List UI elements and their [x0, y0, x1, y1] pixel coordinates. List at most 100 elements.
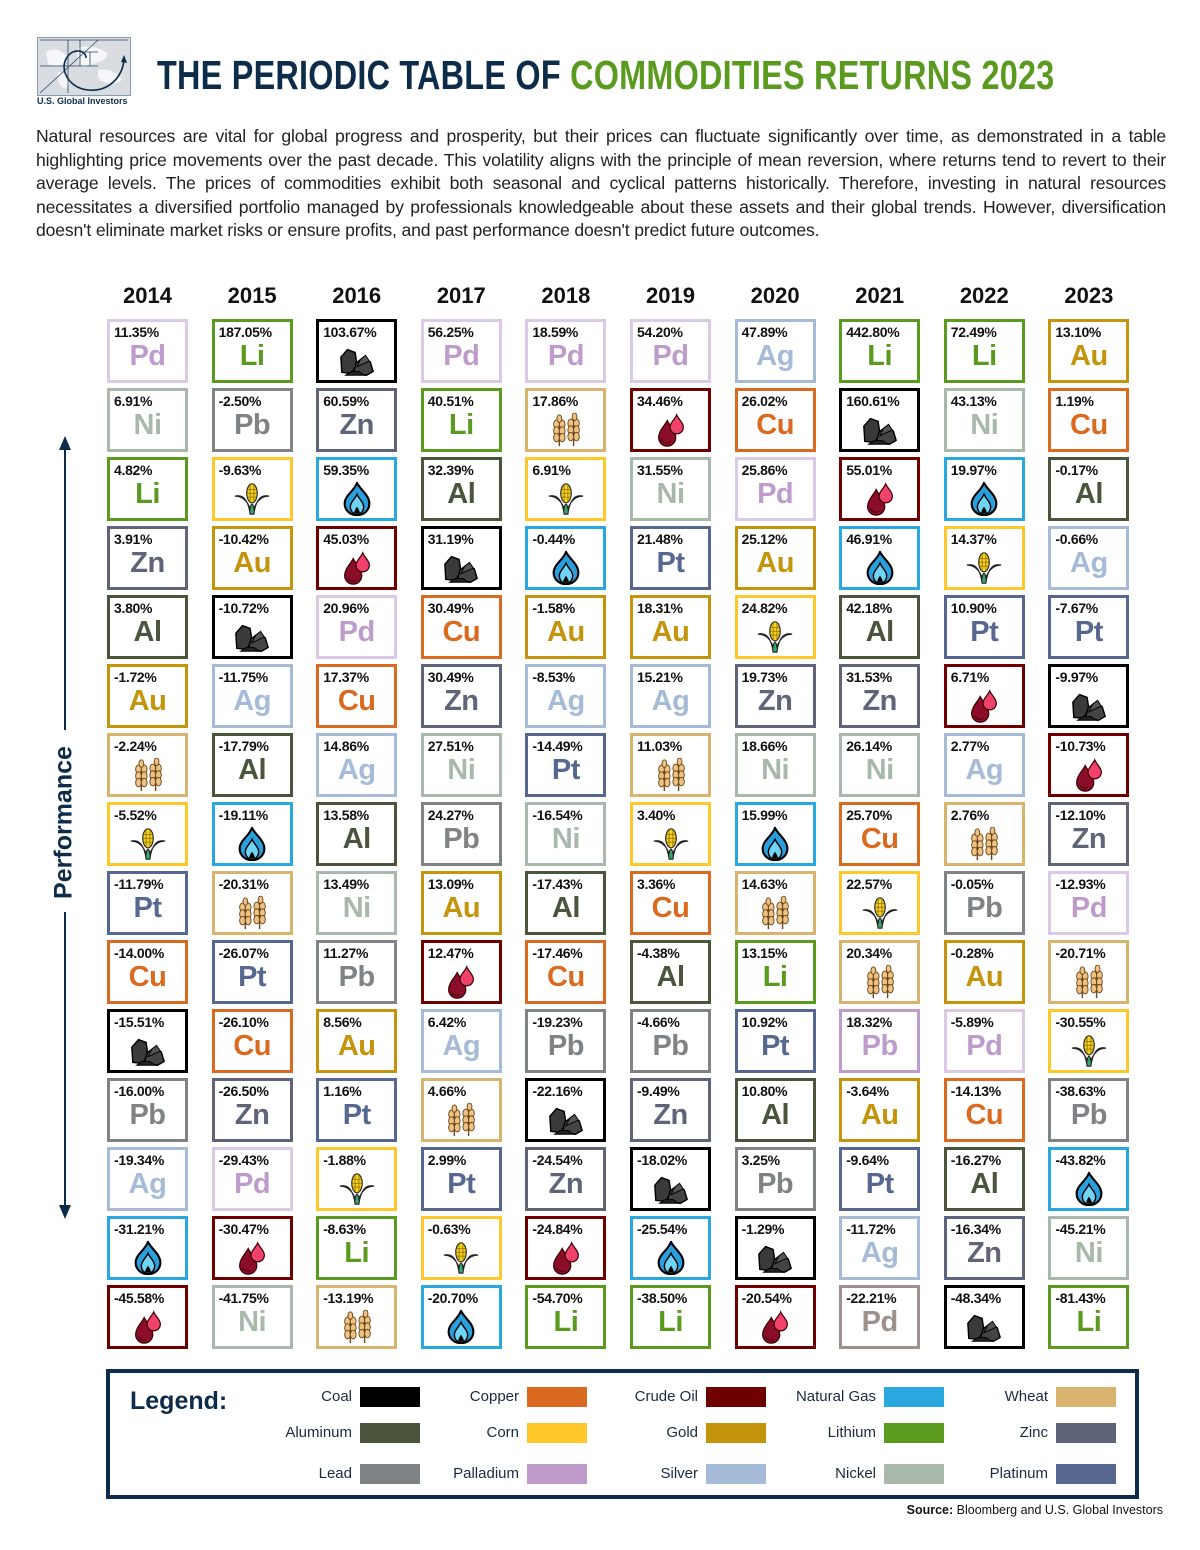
legend-swatch [527, 1464, 587, 1484]
return-value: -10.42% [218, 531, 269, 547]
return-value: 13.09% [427, 876, 474, 892]
legend-swatch [1056, 1464, 1116, 1484]
commodity-cell: -16.27% Al [943, 1147, 1025, 1211]
element-symbol: Al [551, 892, 581, 924]
legend: Legend: Coal Copper Crude Oil Natural Gas Wh… [106, 1369, 1139, 1499]
corn-icon [861, 895, 899, 931]
return-value: 18.32% [846, 1014, 892, 1030]
legend-swatch [1056, 1423, 1116, 1443]
gas-icon [338, 481, 376, 517]
commodity-cell: 2.77% Ag [943, 733, 1025, 797]
corn-icon [756, 619, 794, 655]
commodity-cell: -17.43% Al [525, 871, 607, 935]
element-symbol: Au [756, 547, 794, 579]
element-symbol: Cu [965, 1099, 1004, 1131]
commodity-cell: 25.12% Au [734, 526, 816, 590]
return-value: -11.79% [114, 876, 164, 892]
return-value: 19.73% [741, 669, 788, 685]
legend-item: Silver [506, 1464, 766, 1486]
commodity-cell: 59.35% [316, 457, 398, 521]
element-symbol: Pb [234, 409, 271, 441]
element-symbol: Ag [1070, 547, 1108, 579]
logo-globe-spiral-icon [39, 39, 128, 94]
oil-icon [756, 1309, 794, 1345]
commodity-cell: -1.88% [316, 1147, 398, 1211]
element-symbol: Cu [547, 961, 585, 993]
element-symbol: Au [337, 1030, 376, 1062]
commodity-cell: 13.15% Li [734, 940, 816, 1004]
return-value: -5.89% [950, 1014, 994, 1030]
return-value: -41.75% [218, 1290, 269, 1306]
commodity-cell: -45.21% Ni [1048, 1216, 1130, 1280]
commodity-cell: 22.57% [839, 871, 921, 935]
element-symbol: Ni [342, 892, 372, 924]
title-part-2: COMMODITIES RETURNS 2023 [570, 52, 1055, 98]
return-value: -17.46% [532, 945, 583, 961]
commodity-cell: -2.24% [107, 733, 188, 797]
element-symbol: Zn [548, 1168, 584, 1200]
commodity-cell: -20.54% [734, 1285, 816, 1349]
element-symbol: Pb [757, 1168, 794, 1200]
commodity-cell: 18.66% Ni [734, 733, 816, 797]
commodity-cell: 14.37% [943, 526, 1025, 590]
commodity-cell: 17.86% [525, 388, 607, 452]
return-value: -54.70% [532, 1290, 583, 1306]
commodity-cell: -11.75% Ag [211, 664, 293, 728]
return-value: -38.50% [637, 1290, 688, 1306]
legend-label: Aluminum [285, 1424, 352, 1441]
element-symbol: Ni [1074, 1237, 1104, 1269]
commodity-cell: -25.54% [630, 1216, 711, 1280]
commodity-cell: -9.63% [211, 457, 293, 521]
legend-label: Corn [486, 1424, 519, 1441]
year-header: 2020 [750, 283, 800, 308]
commodity-cell: 43.13% Ni [943, 388, 1025, 452]
commodity-cell: 20.96% Pd [316, 595, 398, 659]
commodity-cell: -0.44% [525, 526, 607, 590]
return-value: 3.25% [741, 1152, 781, 1168]
source-text: Bloomberg and U.S. Global Investors [953, 1503, 1163, 1517]
return-value: 103.67% [323, 324, 377, 340]
return-value: -8.63% [323, 1221, 366, 1237]
commodity-cell: 2.99% Pt [420, 1147, 502, 1211]
element-symbol: Pd [234, 1168, 271, 1200]
commodity-cell: 13.58% Al [316, 802, 398, 866]
commodity-cell: -54.70% Li [525, 1285, 607, 1349]
element-symbol: Pt [865, 1168, 895, 1200]
element-symbol: Ni [761, 754, 790, 786]
element-symbol: Li [448, 409, 474, 441]
element-symbol: Pb [652, 1030, 689, 1062]
legend-label: Platinum [989, 1465, 1048, 1482]
legend-item: Nickel [684, 1464, 944, 1486]
element-symbol: Al [761, 1099, 790, 1131]
return-value: -14.00% [114, 945, 165, 961]
return-value: -20.70% [427, 1290, 478, 1306]
return-value: -26.50% [218, 1083, 269, 1099]
intro-paragraph: Natural resources are vital for global p… [36, 126, 1166, 240]
coal-icon [547, 1102, 585, 1138]
legend-item: Zinc [856, 1423, 1116, 1445]
commodity-cell: 10.92% Pt [734, 1009, 816, 1073]
commodity-cell: -30.55% [1048, 1009, 1130, 1073]
return-value: -4.38% [637, 945, 680, 961]
return-value: 46.91% [846, 531, 892, 547]
return-value: -19.34% [114, 1152, 165, 1168]
return-value: -9.97% [1055, 669, 1098, 685]
commodity-cell: 32.39% Al [420, 457, 502, 521]
commodity-cell: 18.59% Pd [525, 319, 607, 383]
commodity-cell: 4.82% Li [107, 457, 188, 521]
commodity-cell: -5.52% [107, 802, 188, 866]
commodity-cell: 10.80% Al [734, 1078, 816, 1142]
element-symbol: Au [651, 616, 690, 648]
commodity-cell: 4.66% [420, 1078, 502, 1142]
corn-icon [547, 481, 585, 517]
oil-icon [129, 1309, 167, 1345]
commodity-cell: -19.11% [211, 802, 293, 866]
element-symbol: Cu [756, 409, 794, 441]
return-value: -1.88% [323, 1152, 366, 1168]
return-value: -16.00% [114, 1083, 165, 1099]
element-symbol: Zn [130, 547, 165, 579]
commodity-cell: -9.97% [1048, 664, 1130, 728]
element-symbol: Cu [651, 892, 690, 924]
return-value: 25.12% [741, 531, 788, 547]
element-symbol: Ag [965, 754, 1004, 786]
